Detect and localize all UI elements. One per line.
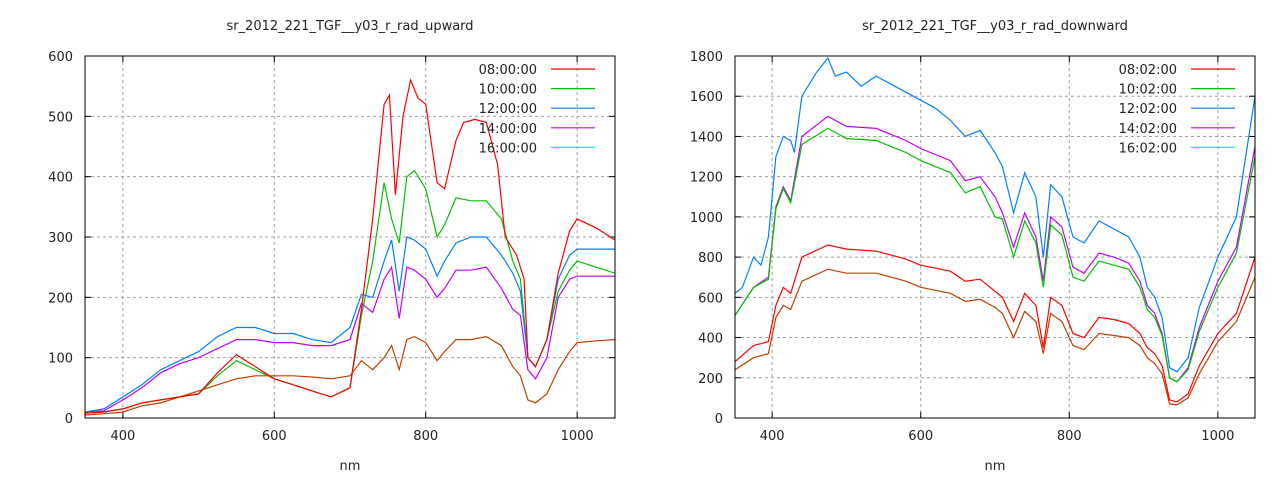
y-tick-label: 400 — [48, 171, 73, 186]
y-tick-label: 1200 — [690, 171, 723, 186]
x-tick-label: 400 — [760, 429, 785, 444]
plot-frame — [734, 55, 1256, 419]
y-tick-label: 200 — [48, 291, 73, 306]
series-line-08:02:00 — [735, 244, 1255, 403]
x-tick-label: 400 — [110, 429, 135, 444]
y-tick-label: 0 — [715, 412, 723, 427]
x-tick-label: 800 — [413, 429, 438, 444]
y-tick-label: 300 — [48, 231, 73, 246]
y-tick-label: 1600 — [690, 90, 723, 105]
x-tick-label: 1000 — [1201, 429, 1234, 444]
y-tick-label: 500 — [48, 110, 73, 125]
y-tick-label: 200 — [698, 372, 723, 387]
legend-label: 08:02:00 — [1119, 63, 1177, 78]
y-tick-label: 1800 — [690, 50, 723, 65]
series-line-14:00:00 — [85, 265, 615, 413]
series-line-10:00:00 — [85, 169, 615, 414]
y-tick-label: 1400 — [690, 130, 723, 145]
legend-label: 16:00:00 — [479, 141, 537, 156]
legend-label: 10:02:00 — [1119, 83, 1177, 98]
series-line-12:02:00 — [735, 56, 1255, 373]
y-tick-label: 1000 — [690, 211, 723, 226]
legend-label: 12:02:00 — [1119, 102, 1177, 117]
x-axis-label: nm — [340, 459, 361, 474]
y-tick-label: 800 — [698, 251, 723, 266]
x-tick-label: 800 — [1057, 429, 1082, 444]
legend-label: 12:00:00 — [479, 102, 537, 117]
y-tick-label: 600 — [48, 50, 73, 65]
series-line-14:02:00 — [735, 115, 1255, 383]
legend-label: 14:00:00 — [479, 122, 537, 137]
series-line-08:00:00 — [85, 78, 615, 414]
x-tick-label: 600 — [908, 429, 933, 444]
chart-title: sr_2012_221_TGF__y03_r_rad_downward — [862, 19, 1128, 34]
y-tick-label: 100 — [48, 352, 73, 367]
series-line-16:00:00 — [85, 335, 615, 416]
legend-label: 08:00:00 — [479, 63, 537, 78]
legend-label: 10:00:00 — [479, 83, 537, 98]
plot-frame — [84, 55, 616, 419]
series-line-16:02:00 — [735, 268, 1255, 406]
series-line-10:02:00 — [735, 127, 1255, 383]
y-tick-label: 600 — [698, 291, 723, 306]
chart-title: sr_2012_221_TGF__y03_r_rad_upward — [226, 19, 473, 34]
legend-label: 16:02:00 — [1119, 141, 1177, 156]
x-axis-label: nm — [985, 459, 1006, 474]
legend-label: 14:02:00 — [1119, 122, 1177, 137]
x-tick-label: 600 — [262, 429, 287, 444]
y-tick-label: 0 — [65, 412, 73, 427]
y-tick-label: 400 — [698, 332, 723, 347]
x-tick-label: 1000 — [561, 429, 594, 444]
